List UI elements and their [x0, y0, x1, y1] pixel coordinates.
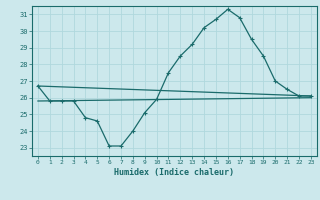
X-axis label: Humidex (Indice chaleur): Humidex (Indice chaleur): [115, 168, 234, 177]
